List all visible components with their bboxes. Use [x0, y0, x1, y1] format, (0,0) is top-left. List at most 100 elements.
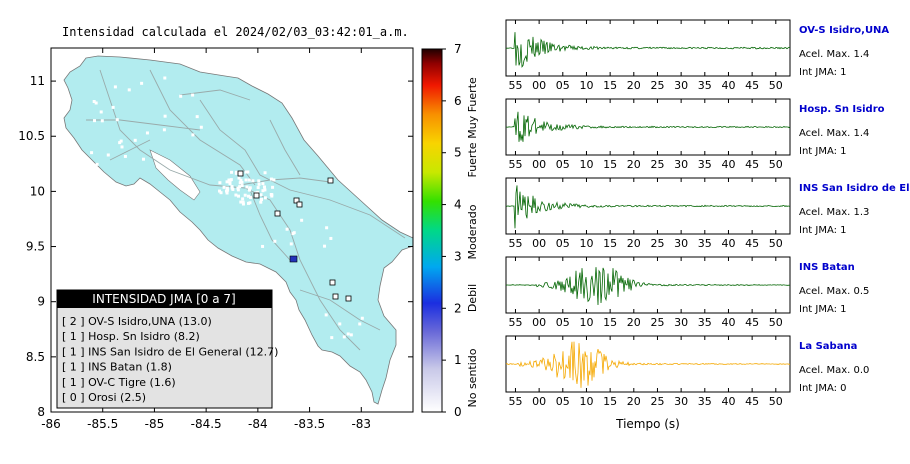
station-dot — [289, 242, 293, 246]
station-dot — [349, 333, 353, 337]
station-dot — [273, 239, 277, 243]
station-dot — [111, 105, 115, 109]
waveform-xtick-label: 10 — [579, 79, 593, 92]
station-dot — [228, 181, 232, 185]
waveform-xtick-label: 15 — [603, 79, 617, 92]
waveform-stat: Acel. Max. 1.4 — [799, 128, 869, 139]
station-dot — [162, 128, 166, 132]
station-dot — [218, 181, 222, 185]
station-dot — [99, 110, 103, 114]
station-dot — [230, 185, 234, 189]
waveform-station-name: La Sabana — [799, 341, 857, 352]
cb-tick-label: 7 — [454, 42, 462, 56]
waveform-xtick-label: 15 — [603, 237, 617, 250]
waveform-xtick-label: 30 — [674, 158, 688, 171]
station-dot — [113, 85, 117, 89]
waveform-xtick-label: 50 — [769, 395, 783, 408]
waveform-xtick-label: 50 — [769, 237, 783, 250]
waveform-xtick-label: 20 — [627, 79, 641, 92]
station-dot — [179, 94, 183, 98]
colorbar — [421, 48, 443, 413]
waveform-xtick-label: 25 — [650, 316, 664, 329]
waveform-xtick-label: 00 — [532, 316, 546, 329]
station-dot — [256, 186, 260, 190]
station-dot — [95, 162, 99, 166]
station-dot — [248, 186, 252, 190]
waveform-xtick-label: 55 — [508, 395, 522, 408]
station-dot — [240, 180, 244, 184]
station-dot — [338, 322, 342, 326]
station-dot — [329, 236, 333, 240]
map-xtick-label: -83.5 — [294, 417, 325, 431]
waveform-stat: Acel. Max. 0.0 — [799, 365, 869, 376]
legend-header — [57, 290, 272, 308]
waveform-xtick-label: 20 — [627, 316, 641, 329]
waveform-panels: 55 00 05 10 15 20 25 30 35 40 45 50 OV-S Isidro,UNA A… — [505, 19, 910, 408]
waveform-xtick-label: 50 — [769, 79, 783, 92]
waveform-xtick-label: 25 — [650, 395, 664, 408]
station-dot — [238, 185, 242, 189]
map-ytick-label: 8 — [37, 405, 45, 419]
waveform-xtick-label: 10 — [579, 237, 593, 250]
station-dot — [94, 101, 98, 105]
station-dot — [119, 139, 123, 143]
station-dot — [236, 186, 240, 190]
gulf-nicoya — [149, 149, 201, 201]
station-dot — [92, 119, 96, 123]
station-dot — [241, 200, 245, 204]
station-dot — [120, 145, 124, 149]
colorbar-labels: Muy Fuerte Fuerte Moderado Debil No sent… — [466, 77, 479, 408]
station-dot — [330, 336, 334, 340]
station-dot — [163, 114, 167, 118]
waveform-xtick-label: 20 — [627, 237, 641, 250]
cb-label-moderado: Moderado — [466, 204, 479, 259]
waveform-xtick-label: 10 — [579, 395, 593, 408]
station-dot — [219, 191, 223, 195]
waveform-station-name: Hosp. Sn Isidro — [799, 104, 885, 115]
map-xtick-label: -83 — [351, 417, 371, 431]
waveform-panel: 55 00 05 10 15 20 25 30 35 40 45 50 INS Batan Acel. M… — [505, 256, 869, 329]
map-axes: -86 -85.5 -85 -84.5 -84 -83.5 -83 11 10.5 10 9.5 9 8… — [18, 48, 413, 431]
waveform-xtick-label: 35 — [698, 316, 712, 329]
legend-item: [ 1 ] INS San Isidro de El General (12.7… — [62, 345, 278, 358]
station-dot — [257, 182, 261, 186]
cb-label-no-sentido: No sentido — [466, 348, 479, 407]
station-dot — [123, 154, 127, 158]
waveform-xtick-label: 25 — [650, 158, 664, 171]
station-dot — [261, 244, 265, 248]
waveform-xtick-label: 05 — [556, 316, 570, 329]
station-dot — [163, 76, 167, 80]
station-dot — [243, 193, 247, 197]
station-dot — [230, 170, 234, 174]
waveform-xtick-label: 55 — [508, 158, 522, 171]
legend-box — [56, 289, 273, 409]
waveform-stat: Acel. Max. 0.5 — [799, 286, 869, 297]
waveform-trace — [505, 111, 791, 142]
station-dot — [270, 194, 274, 198]
station-dot — [244, 178, 248, 182]
station-dot — [191, 93, 195, 97]
waveform-panel: 55 00 05 10 15 20 25 30 35 40 45 50 OV-S Isidro,UNA A… — [505, 19, 889, 92]
waveform-xtick-label: 40 — [721, 316, 735, 329]
station-dot — [236, 188, 240, 192]
station-dot — [195, 115, 199, 119]
station-dot — [342, 335, 346, 339]
waveform-xtick-label: 55 — [508, 316, 522, 329]
cb-tick-label: 2 — [454, 301, 462, 315]
colorbar-ticks: 7 6 5 4 3 2 1 0 — [442, 42, 462, 419]
station-dot — [234, 170, 238, 174]
station-dot — [225, 186, 229, 190]
station-dot — [269, 177, 273, 181]
station-dot — [227, 178, 231, 182]
station-dot — [100, 119, 104, 123]
waveform-stat: Int JMA: 1 — [799, 146, 847, 157]
waveform-xtick-label: 10 — [579, 158, 593, 171]
station-dot — [86, 159, 90, 163]
legend-item: [ 1 ] Hosp. Sn Isidro (8.2) — [62, 330, 200, 343]
map-frame — [50, 47, 414, 413]
waveform-xtick-label: 30 — [674, 237, 688, 250]
station-dot — [358, 322, 362, 326]
station-dot — [81, 154, 85, 158]
cb-tick-label: 5 — [454, 146, 462, 160]
